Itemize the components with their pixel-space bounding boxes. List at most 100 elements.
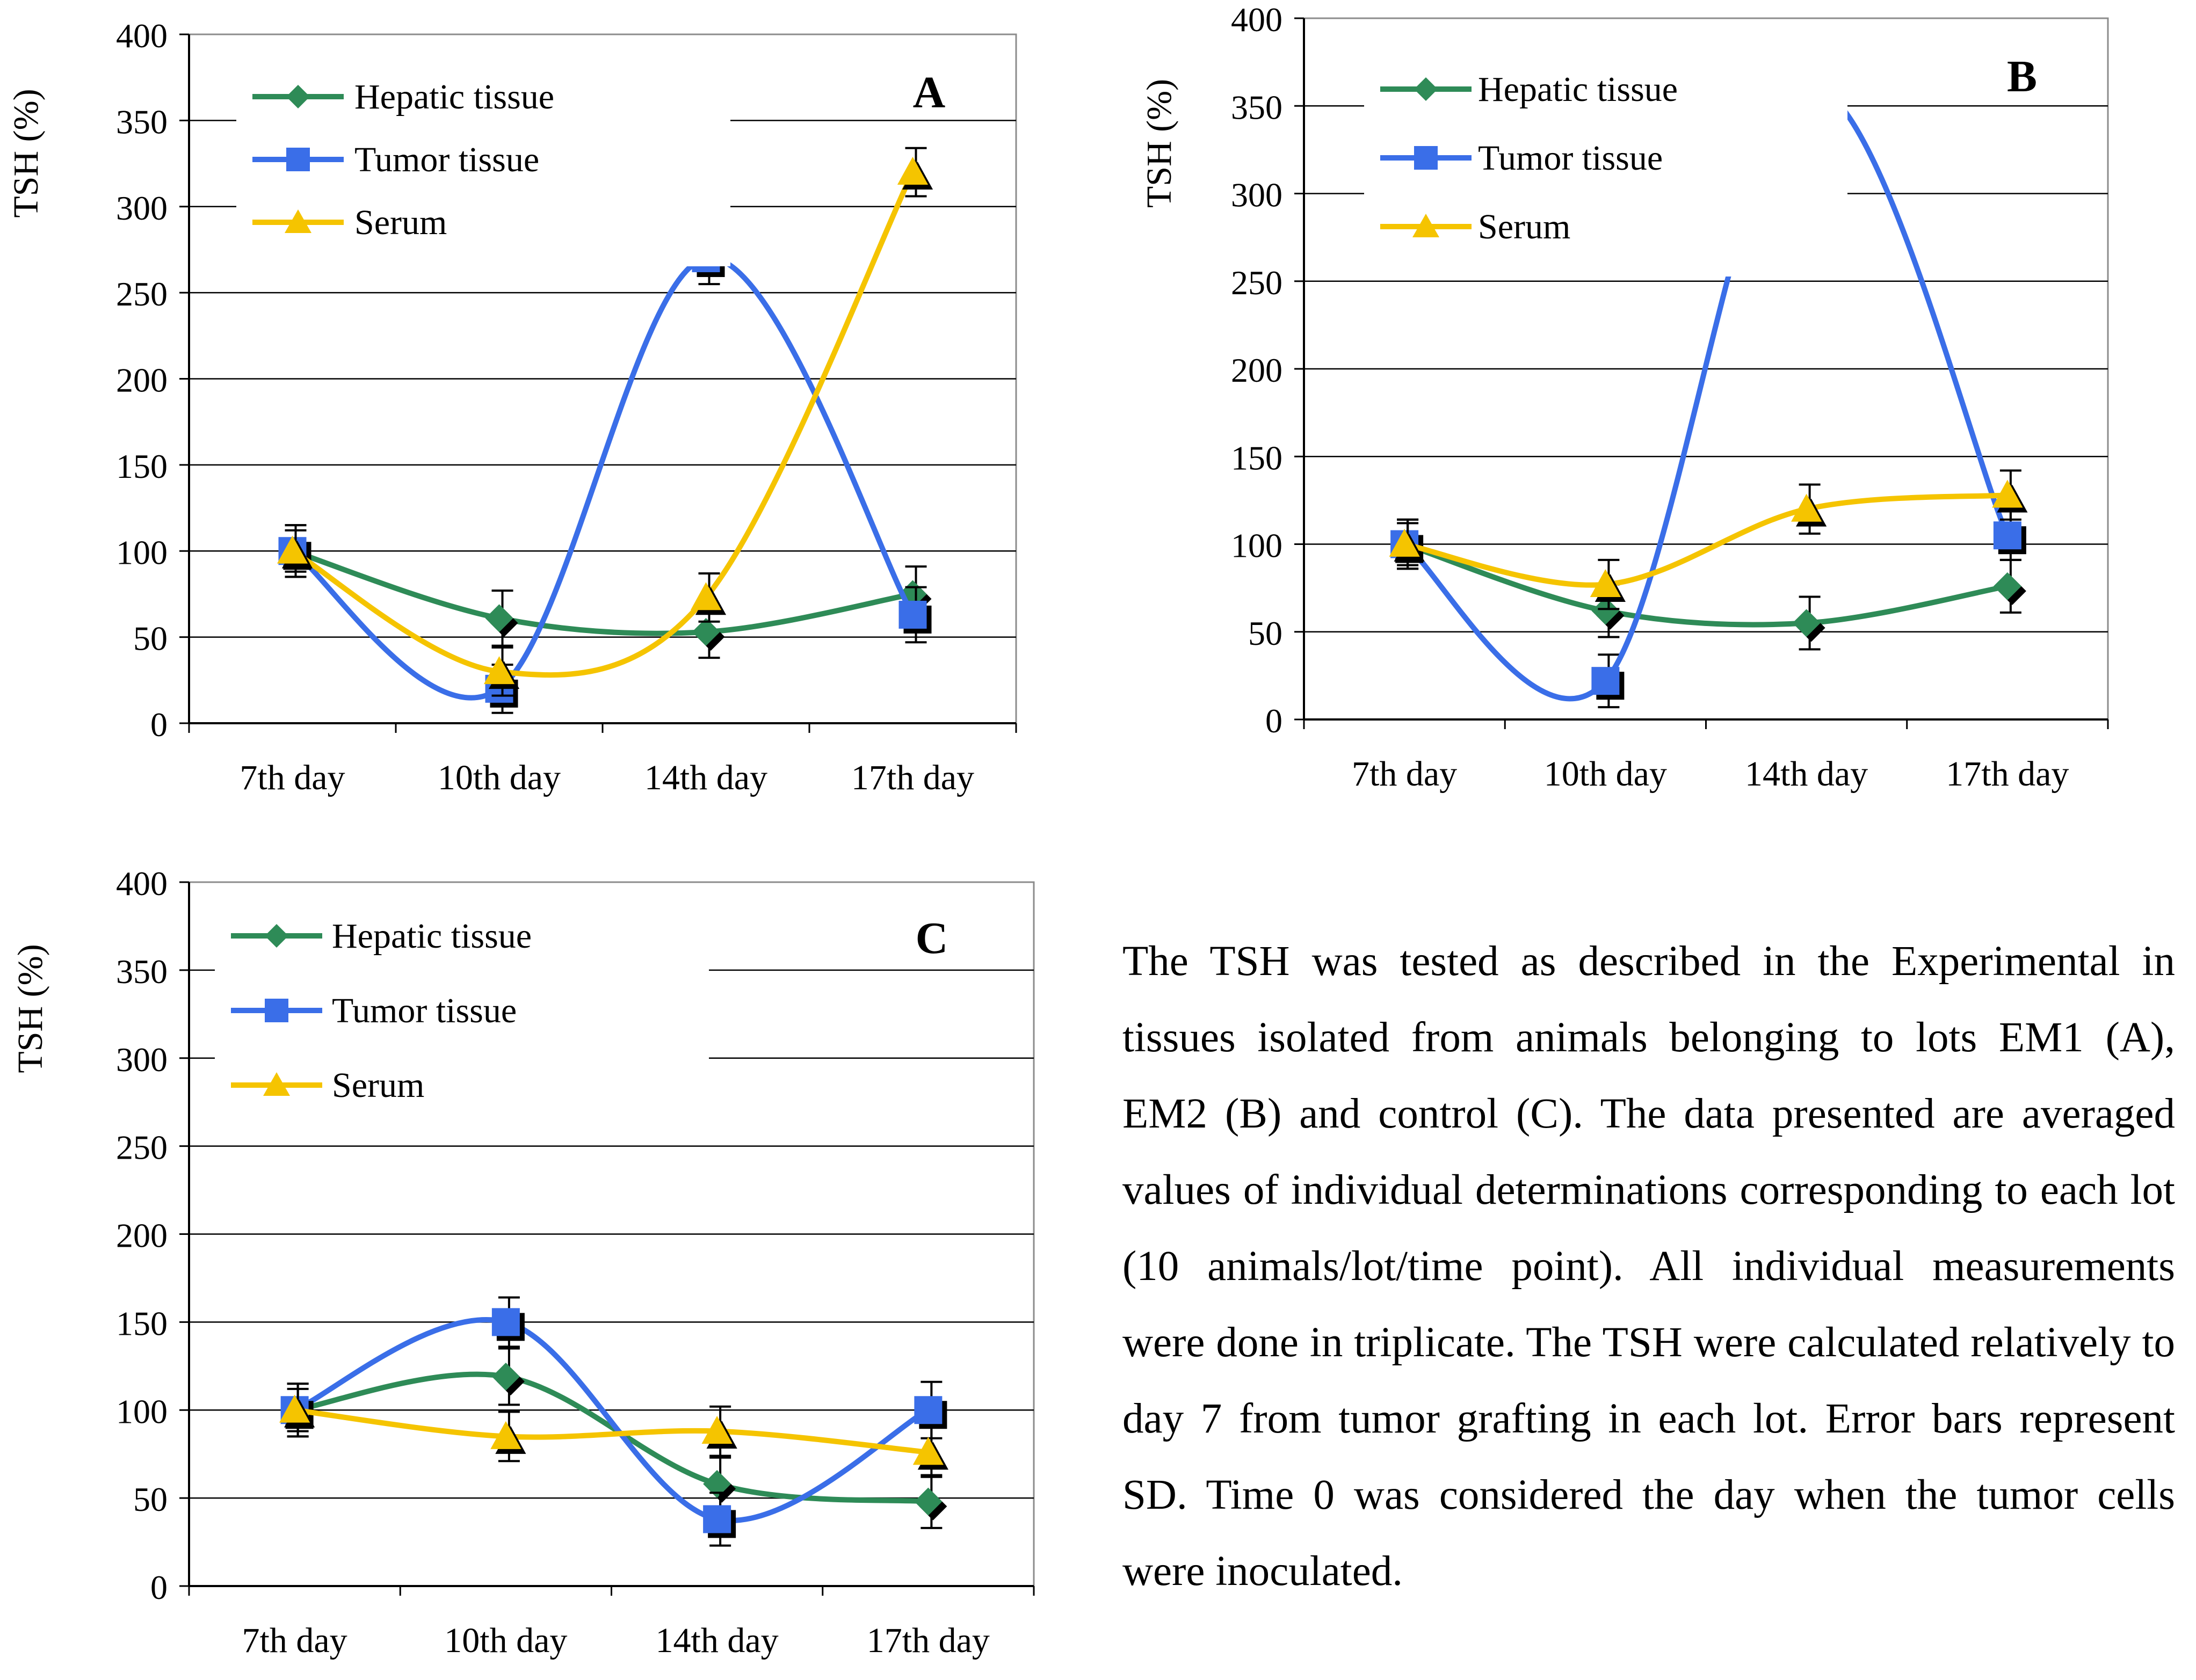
y-axis-label: TSH (%): [6, 89, 46, 217]
data-point: [1792, 609, 1821, 637]
series-tumor-tissue: [278, 231, 932, 714]
chart-panel-a: 0 50 100 150 200 250 300 350 400 7th day 10th day 1…: [6, 17, 1017, 797]
y-tick-label: 200: [116, 1217, 168, 1255]
y-tick-label: 400: [116, 864, 168, 903]
x-tick-label: 7th day: [242, 1621, 347, 1660]
data-point: [701, 1415, 733, 1444]
figure-caption: The TSH was tested as described in the E…: [1122, 938, 2175, 1595]
panel-label: A: [913, 68, 946, 118]
y-tick-label: 0: [150, 706, 168, 744]
series-hepatic-tissue: [1390, 518, 2026, 651]
x-tick-label: 10th day: [438, 758, 561, 797]
y-tick-label: 350: [1231, 88, 1282, 126]
chart-panel-c: 0 50 100 150 200 250 300 350 400 7th day 10th day 1…: [11, 864, 1035, 1660]
data-point: [1992, 479, 2023, 508]
data-point: [703, 1470, 731, 1498]
x-tick-label: 14th day: [656, 1621, 779, 1660]
y-tick-label: 50: [133, 1480, 168, 1518]
legend-marker: [265, 924, 288, 948]
series-line: [293, 1317, 930, 1523]
y-tick-label: 50: [133, 620, 168, 658]
legend-marker: [1414, 146, 1438, 170]
data-point: [703, 1505, 731, 1533]
legend-label: Tumor tissue: [354, 140, 539, 179]
series-serum: [1389, 469, 2028, 610]
y-tick-label: 150: [1231, 439, 1282, 477]
series-line: [294, 1407, 929, 1455]
legend-label: Serum: [354, 203, 447, 242]
panel-label: C: [916, 913, 948, 963]
data-point: [914, 1487, 943, 1516]
data-point: [490, 1421, 521, 1449]
chart-panel-b: 0 50 100 150 200 250 300 350 400 7th day 10th day 1…: [1140, 1, 2109, 794]
data-point: [692, 618, 720, 646]
y-tick-label: 150: [116, 1304, 168, 1342]
legend-marker: [265, 999, 288, 1022]
series-line: [1403, 541, 2008, 628]
data-point: [485, 604, 513, 632]
data-point: [1591, 667, 1620, 695]
y-tick-label: 50: [1248, 614, 1282, 652]
y-axis-label: TSH (%): [1140, 79, 1179, 208]
data-point: [914, 1396, 943, 1424]
legend-label: Serum: [1478, 207, 1570, 246]
series-hepatic-tissue: [280, 1347, 947, 1529]
legend-label: Serum: [332, 1066, 424, 1105]
data-point: [912, 1437, 944, 1465]
legend-marker: [286, 85, 310, 108]
series-tumor-tissue: [280, 1296, 947, 1547]
legend-marker: [286, 148, 310, 171]
y-tick-label: 150: [116, 447, 168, 485]
y-tick-label: 200: [116, 361, 168, 399]
legend-marker: [1414, 77, 1438, 101]
x-tick-label: 7th day: [240, 758, 345, 797]
y-tick-label: 100: [1231, 527, 1282, 565]
x-tick-label: 7th day: [1352, 754, 1457, 794]
y-tick-label: 250: [116, 275, 168, 313]
y-tick-label: 250: [1231, 264, 1282, 302]
data-point: [897, 157, 929, 185]
y-tick-label: 100: [116, 1392, 168, 1430]
data-point: [277, 535, 308, 564]
y-tick-label: 300: [1231, 176, 1282, 214]
series-line: [291, 255, 915, 701]
y-tick-label: 350: [116, 103, 168, 141]
series-line: [1404, 492, 2008, 588]
series-line: [291, 548, 914, 636]
data-point: [491, 1308, 520, 1336]
legend-label: Tumor tissue: [332, 991, 517, 1030]
y-tick-label: 250: [116, 1129, 168, 1167]
series-serum: [279, 1387, 948, 1478]
panel-label: B: [2007, 52, 2037, 101]
y-tick-label: 100: [116, 533, 168, 571]
data-point: [1389, 528, 1420, 557]
data-point: [690, 582, 722, 610]
legend-label: Hepatic tissue: [354, 77, 554, 117]
x-tick-label: 17th day: [867, 1621, 990, 1660]
series-serum: [277, 147, 933, 697]
legend-label: Tumor tissue: [1478, 139, 1663, 178]
data-point: [1591, 597, 1620, 625]
x-tick-label: 10th day: [444, 1621, 567, 1660]
legend-label: Hepatic tissue: [1478, 70, 1678, 109]
y-tick-label: 0: [150, 1568, 168, 1606]
x-tick-label: 14th day: [1745, 754, 1868, 794]
y-tick-label: 300: [116, 189, 168, 227]
y-tick-label: 0: [1265, 702, 1282, 740]
data-point: [491, 1362, 520, 1391]
x-tick-label: 14th day: [644, 758, 767, 797]
series-line: [1403, 84, 2010, 702]
y-tick-label: 200: [1231, 351, 1282, 389]
y-axis-label: TSH (%): [11, 944, 50, 1073]
data-point: [898, 600, 927, 629]
y-tick-label: 400: [1231, 1, 1282, 39]
data-point: [1791, 493, 1822, 522]
series-line: [291, 171, 915, 678]
y-tick-label: 400: [116, 17, 168, 55]
legend-marker: [263, 1072, 290, 1096]
data-point: [1590, 569, 1621, 597]
x-tick-label: 10th day: [1544, 754, 1667, 794]
data-point: [1993, 521, 2021, 550]
data-point: [1993, 572, 2021, 600]
